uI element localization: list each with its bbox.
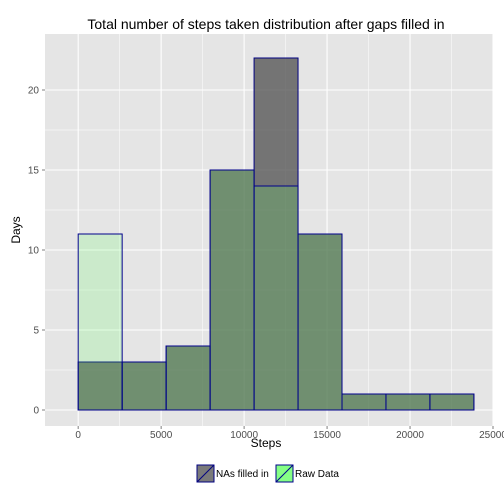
legend-label-raw-data: Raw Data [295,469,339,480]
bar-raw-data-7 [341,393,387,411]
bars [77,57,475,411]
x-axis-title: Steps [251,436,282,450]
legend-key-slash-raw [275,464,294,483]
bar-raw-data-2 [121,361,167,411]
bar-raw-data-5 [253,185,299,411]
x-tick-label: 5000 [150,430,173,441]
legend-label-nas-filled-in: NAs filled in [216,469,269,480]
x-tick-label: 0 [75,430,81,441]
bar-nas-filled-in-4 [209,169,255,411]
bar-raw-data-4 [209,169,255,411]
y-tick-label: 10 [28,246,40,257]
chart-title: Total number of steps taken distribution… [87,16,444,32]
bar-nas-filled-in-6 [297,233,343,411]
bar-raw-data-9 [429,393,475,411]
bar-raw-data-1 [77,233,123,411]
y-axis-title: Days [9,216,23,243]
y-tick-label: 20 [28,86,40,97]
x-tick-label: 10000 [230,430,258,441]
legend-item-nas-filled-in: NAs filled in [196,464,269,483]
x-tick-label: 15000 [313,430,341,441]
y-tick-label: 15 [28,166,40,177]
x-tick-label: 20000 [396,430,424,441]
legend-item-raw-data: Raw Data [275,464,339,483]
y-tick-label: 0 [33,406,39,417]
legend: NAs filled in Raw Data [196,464,339,483]
bar-raw-data-6 [297,233,343,411]
bar-raw-data-8 [385,393,431,411]
bar-raw-data-3 [165,345,211,411]
bar-nas-filled-in-5 [253,57,299,411]
y-tick-label: 5 [33,326,39,337]
legend-key-slash-nas [196,464,215,483]
